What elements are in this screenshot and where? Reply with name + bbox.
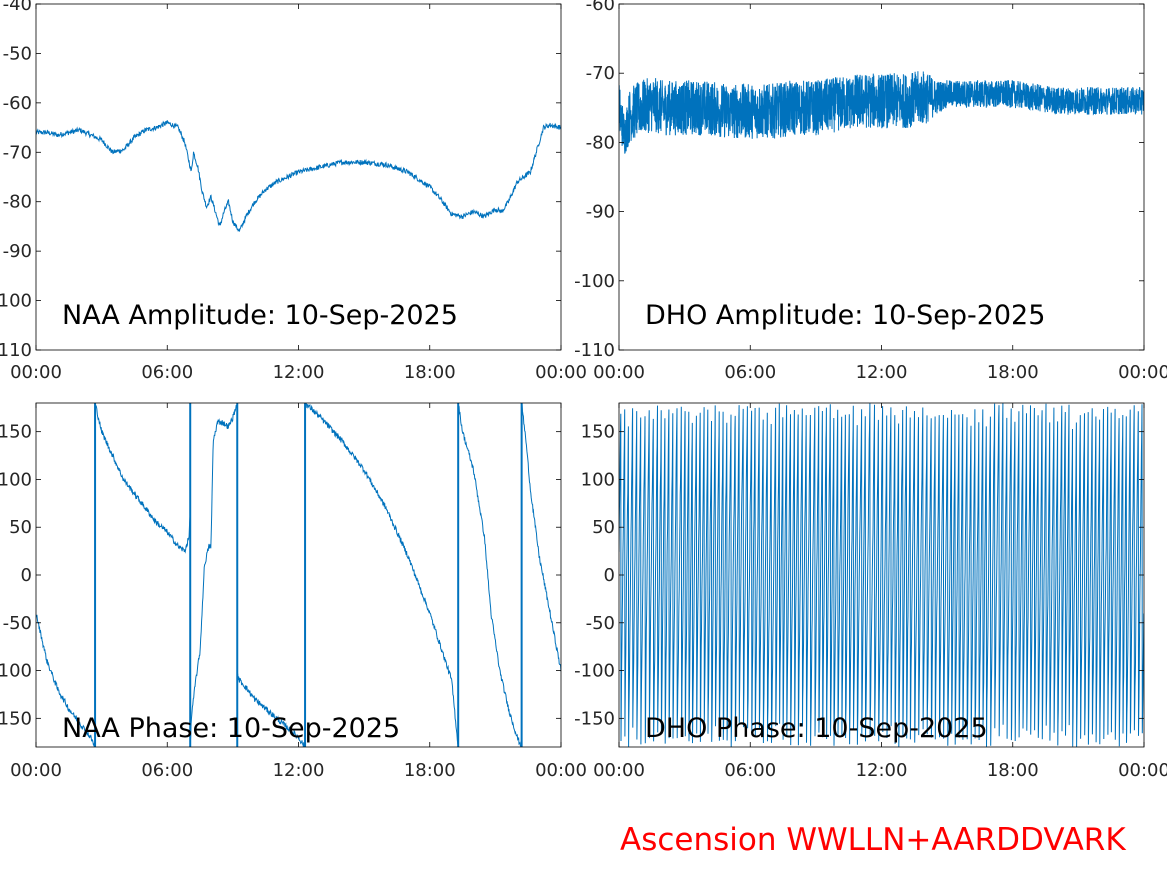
y-tick-label: 150 xyxy=(581,422,615,443)
x-tick-label: 06:00 xyxy=(141,362,193,383)
x-tick-label: 00:00 xyxy=(1118,362,1167,383)
axes-box xyxy=(35,3,562,351)
series-path xyxy=(36,403,561,747)
axes-box xyxy=(618,3,1145,351)
chart-panel-3: -150 -100 -50 0 50 100 150 00:00 06:00 12:00 18:00… xyxy=(0,402,587,781)
y-tick-label: -80 xyxy=(3,192,32,213)
y-tick-label: 0 xyxy=(21,565,32,586)
x-tick-label: 00:00 xyxy=(535,760,587,781)
y-tick-label: -60 xyxy=(3,93,32,114)
chart-title: DHO Phase: 10-Sep-2025 xyxy=(645,713,988,744)
x-tick-label: 12:00 xyxy=(273,760,325,781)
chart-series-line xyxy=(36,403,561,747)
y-tick-label: -80 xyxy=(586,132,615,153)
chart-title: NAA Phase: 10-Sep-2025 xyxy=(62,713,400,744)
x-tick-label: 06:00 xyxy=(724,760,776,781)
y-tick-label: -70 xyxy=(3,142,32,163)
x-tick-label: 00:00 xyxy=(535,362,587,383)
y-tick-label: 50 xyxy=(9,517,32,538)
x-tick-label: 00:00 xyxy=(593,760,645,781)
y-tick-label: -50 xyxy=(586,613,615,634)
y-tick-label: 100 xyxy=(581,469,615,490)
series-path xyxy=(619,71,1144,154)
x-tick-label: 18:00 xyxy=(987,362,1039,383)
x-tick-label: 12:00 xyxy=(856,362,908,383)
x-tick-label: 00:00 xyxy=(10,760,62,781)
x-tick-label: 00:00 xyxy=(10,362,62,383)
y-tick-label: -100 xyxy=(574,661,615,682)
x-tick-label: 00:00 xyxy=(1118,760,1167,781)
y-tick-label: -110 xyxy=(574,340,615,361)
chart-panel-4: -150 -100 -50 0 50 100 150 00:00 06:00 12:00 18:00… xyxy=(574,402,1167,781)
y-tick-label: -110 xyxy=(0,340,32,361)
y-tick-label: -50 xyxy=(3,43,32,64)
y-tick-label: -50 xyxy=(3,613,32,634)
axes-box xyxy=(35,402,562,748)
y-tick-label: -100 xyxy=(0,291,32,312)
x-tick-label: 12:00 xyxy=(273,362,325,383)
x-tick-label: 06:00 xyxy=(141,760,193,781)
y-tick-label: -90 xyxy=(3,241,32,262)
y-tick-label: -150 xyxy=(0,708,32,729)
y-tick-label: -70 xyxy=(586,63,615,84)
y-tick-label: -40 xyxy=(3,0,32,15)
figure-credit: Ascension WWLLN+AARDDVARK xyxy=(620,822,1126,858)
x-tick-label: 18:00 xyxy=(404,362,456,383)
y-tick-label: 150 xyxy=(0,422,32,443)
y-tick-label: 50 xyxy=(592,517,615,538)
y-tick-label: -100 xyxy=(0,661,32,682)
y-tick-label: -60 xyxy=(586,0,615,15)
series-path xyxy=(619,403,1144,747)
y-tick-label: -90 xyxy=(586,202,615,223)
chart-series-line xyxy=(619,403,1144,747)
chart-title: NAA Amplitude: 10-Sep-2025 xyxy=(62,300,458,331)
x-tick-label: 00:00 xyxy=(593,362,645,383)
x-tick-label: 18:00 xyxy=(987,760,1039,781)
x-tick-label: 12:00 xyxy=(856,760,908,781)
chart-series-line xyxy=(619,71,1144,154)
chart-series-line xyxy=(36,120,561,232)
chart-panel-1: -40-50-60-70-80-90-100-11000:0006:0012:0… xyxy=(0,0,587,383)
y-tick-label: -100 xyxy=(574,271,615,292)
y-tick-label: 0 xyxy=(604,565,615,586)
y-tick-label: 100 xyxy=(0,469,32,490)
x-tick-label: 18:00 xyxy=(404,760,456,781)
x-tick-label: 06:00 xyxy=(724,362,776,383)
series-path xyxy=(36,120,561,232)
chart-title: DHO Amplitude: 10-Sep-2025 xyxy=(645,300,1045,331)
y-tick-label: -150 xyxy=(574,708,615,729)
